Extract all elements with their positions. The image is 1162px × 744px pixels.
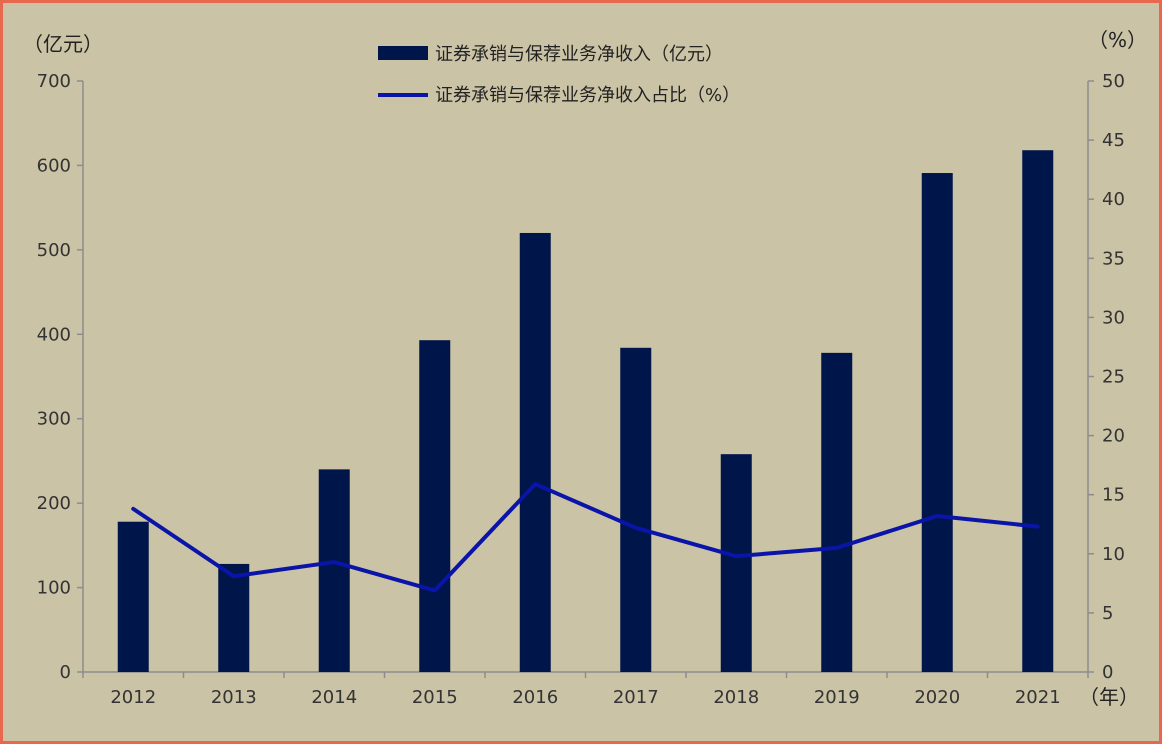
line-point-2019 [835,546,839,550]
bar-2020 [921,173,953,672]
x-tick-label: 2015 [412,687,458,708]
legend: 证券承销与保荐业务净收入（亿元） 证券承销与保荐业务净收入占比（%） [378,44,740,106]
right-tick-label: 35 [1102,248,1125,269]
right-tick-label: 50 [1102,71,1125,92]
axes [77,80,1094,678]
tick-labels: 0 100 200 300 400 500 600 700 0 5 10 15 20 25 30 35 40 45… [37,71,1125,708]
bar-2016 [519,232,551,672]
line-point-2014 [332,560,336,564]
left-tick-label: 0 [60,662,71,683]
bar-2017 [620,347,652,672]
right-axis-unit: （%） [1088,28,1147,52]
left-tick-label: 700 [37,71,71,92]
x-tick-label: 2017 [613,687,659,708]
left-tick-label: 600 [37,155,71,176]
bar-series [117,150,1054,672]
x-tick-label: 2014 [311,687,357,708]
bar-2019 [821,352,853,672]
left-tick-label: 400 [37,324,71,345]
bar-2013 [218,563,250,672]
x-axis-unit: （年） [1079,685,1139,709]
right-tick-label: 15 [1102,485,1125,506]
x-tick-label: 2013 [211,687,257,708]
x-tick-label: 2018 [713,687,759,708]
right-tick-label: 10 [1102,544,1125,565]
bar-2021 [1022,150,1054,672]
bar-2012 [117,521,149,672]
right-tick-label: 30 [1102,307,1125,328]
line-point-2017 [634,526,638,530]
bar-2014 [318,469,350,672]
chart-frame: 0 100 200 300 400 500 600 700 0 5 10 15 20 25 30 35 40 45… [3,3,1159,741]
x-tick-label: 2021 [1015,687,1061,708]
right-tick-label: 40 [1102,189,1125,210]
right-tick-label: 20 [1102,426,1125,447]
bar-2018 [720,454,752,672]
legend-label-line: 证券承销与保荐业务净收入占比（%） [435,85,740,106]
left-tick-label: 100 [37,578,71,599]
left-tick-label: 200 [37,493,71,514]
line-point-2015 [433,588,437,592]
line-point-2020 [935,514,939,518]
line-point-2021 [1036,525,1040,529]
right-tick-label: 0 [1102,662,1113,683]
line-point-2013 [232,574,236,578]
x-tick-label: 2019 [814,687,860,708]
x-tick-label: 2012 [110,687,156,708]
line-series [131,482,1040,593]
right-tick-label: 45 [1102,130,1125,151]
right-tick-label: 5 [1102,603,1113,624]
left-tick-label: 500 [37,240,71,261]
legend-swatch-bar [378,46,428,60]
line-point-2012 [131,507,135,511]
chart-svg: 0 100 200 300 400 500 600 700 0 5 10 15 20 25 30 35 40 45… [23,28,1147,709]
left-tick-label: 300 [37,409,71,430]
x-tick-label: 2016 [512,687,558,708]
left-axis-unit: （亿元） [23,32,103,56]
share-line [131,482,1040,593]
line-point-2016 [533,482,537,486]
bar-2015 [419,340,451,672]
line-point-2018 [734,554,738,558]
legend-label-bar: 证券承销与保荐业务净收入（亿元） [435,44,723,65]
right-tick-label: 25 [1102,367,1125,388]
x-tick-label: 2020 [914,687,960,708]
